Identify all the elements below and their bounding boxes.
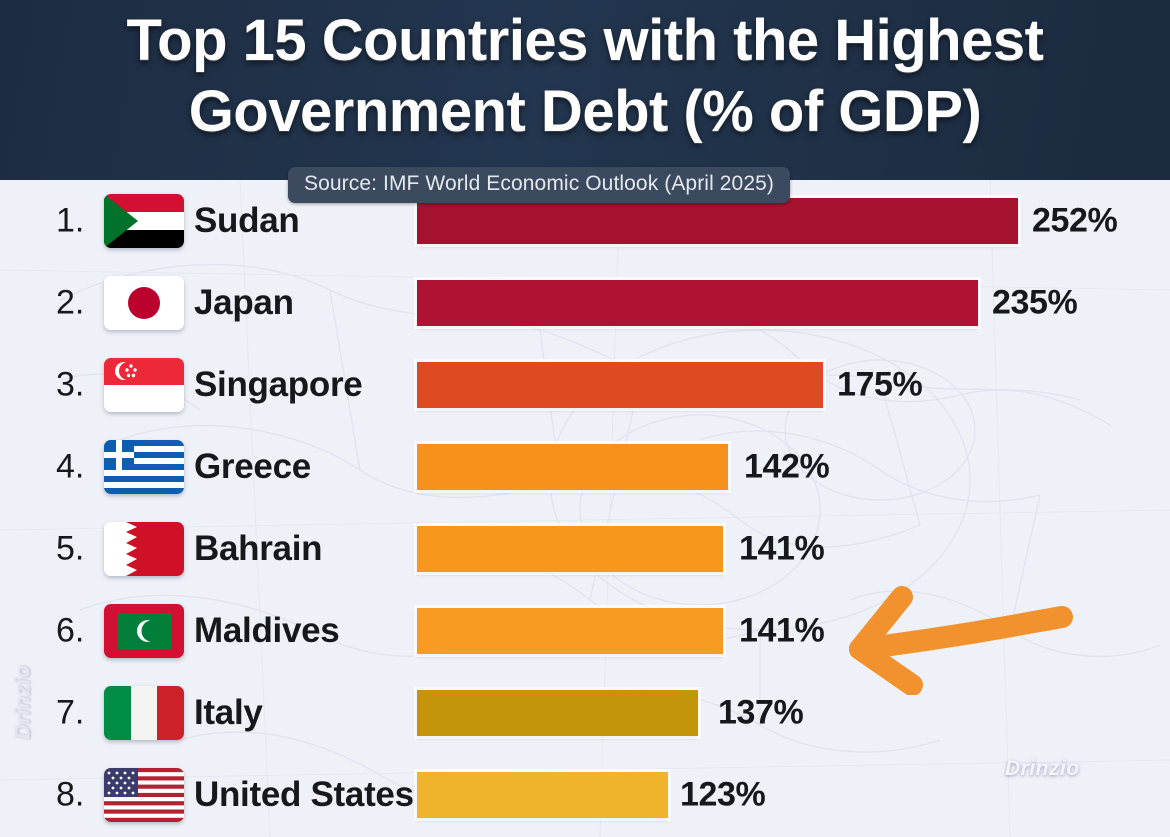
country-name: Maldives [194,611,340,650]
value-label: 142% [744,447,830,486]
bar-singapore [417,362,823,408]
country-name: Greece [194,447,311,486]
value-label: 141% [739,611,825,650]
bar-japan [417,280,978,326]
country-name: Bahrain [194,529,323,568]
country-name: Italy [194,693,263,732]
bar-bahrain [417,526,723,572]
value-label: 175% [837,365,923,404]
value-label: 123% [680,775,766,814]
flag-bahrain [104,522,184,576]
bar-italy [417,690,698,736]
table-row: 6. Maldives 141% [0,590,1170,672]
header-banner: Top 15 Countries with the Highest Govern… [0,0,1170,180]
flag-greece [104,440,184,494]
table-row: 5. Bahrain 141% [0,508,1170,590]
watermark-left: Drinzio [11,664,35,740]
table-row: 3. Singapore 175% [0,344,1170,426]
value-label: 252% [1032,201,1118,240]
rank-label: 6. [56,611,85,650]
flag-singapore [104,358,184,412]
country-name: Sudan [194,201,300,240]
table-row: 7. Italy 137% [0,672,1170,754]
country-name: United States [194,775,414,814]
value-label: 137% [718,693,804,732]
rank-label: 7. [56,693,85,732]
source-label: Source: IMF World Economic Outlook (Apri… [288,167,790,203]
rank-label: 2. [56,283,85,322]
rank-label: 5. [56,529,85,568]
value-label: 141% [739,529,825,568]
table-row: 2. Japan 235% [0,262,1170,344]
value-label: 235% [992,283,1078,322]
page-title: Top 15 Countries with the Highest Govern… [126,8,1044,144]
country-name: Japan [194,283,294,322]
flag-italy [104,686,184,740]
flag-maldives [104,604,184,658]
table-row: 1. Sudan 252% [0,180,1170,262]
rank-label: 3. [56,365,85,404]
bar-sudan [417,198,1018,244]
country-name: Singapore [194,365,363,404]
flag-sudan [104,194,184,248]
table-row: 4. Greece 142% [0,426,1170,508]
rank-label: 8. [56,775,85,814]
bar-maldives [417,608,723,654]
bar-united-states [417,772,668,818]
watermark-right: Drinzio [1005,757,1080,780]
table-row: 8. United States 123% [0,754,1170,836]
flag-japan [104,276,184,330]
bar-chart: 1. Sudan 252% 2. Japan 235% 3. Singapore… [0,180,1170,837]
flag-united-states [104,768,184,822]
rank-label: 4. [56,447,85,486]
rank-label: 1. [56,201,85,240]
bar-greece [417,444,728,490]
